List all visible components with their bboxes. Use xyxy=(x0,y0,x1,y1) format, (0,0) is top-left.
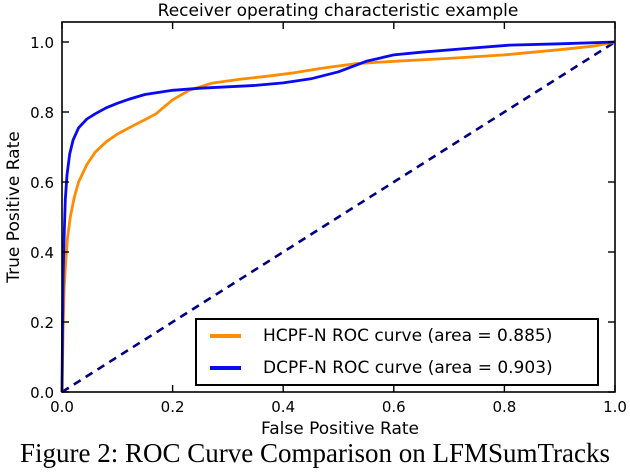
y-tick-label: 0.6 xyxy=(30,174,54,192)
y-axis-label: True Positive Rate xyxy=(4,131,24,283)
y-tick-label: 0.4 xyxy=(30,244,54,262)
x-tick-label: 0.6 xyxy=(381,398,406,416)
x-tick-label: 1.0 xyxy=(603,398,627,416)
x-tick-label: 0.4 xyxy=(271,398,296,416)
figure-caption: Figure 2: ROC Curve Comparison on LFMSum… xyxy=(19,438,611,468)
x-tick-label: 0.0 xyxy=(50,398,74,416)
hcpf-line-sample-icon xyxy=(210,334,241,338)
y-tick-label: 0.0 xyxy=(30,384,54,402)
x-tick-label: 0.2 xyxy=(160,398,185,416)
axis-ticks xyxy=(61,22,616,393)
x-axis-label: False Positive Rate xyxy=(261,419,419,439)
roc-curves xyxy=(60,40,616,394)
legend-entry-hcpf: HCPF-N ROC curve (area = 0.885) xyxy=(197,320,597,352)
plot-border xyxy=(61,21,616,393)
chart-title: Receiver operating characteristic exampl… xyxy=(157,1,519,21)
legend-entry-dcpf: DCPF-N ROC curve (area = 0.903) xyxy=(197,352,597,384)
series-line-dcpf-n xyxy=(60,40,616,393)
y-tick-label: 1.0 xyxy=(30,34,54,52)
dcpf-line-sample-icon xyxy=(210,366,241,370)
series-line-chance-diagonal xyxy=(61,40,616,394)
x-tick-label: 0.8 xyxy=(492,398,517,416)
legend-label-hcpf: HCPF-N ROC curve (area = 0.885) xyxy=(263,326,553,346)
series-line-hcpf-n xyxy=(60,40,616,393)
legend-label-dcpf: DCPF-N ROC curve (area = 0.903) xyxy=(263,358,553,378)
y-tick-label: 0.8 xyxy=(30,104,54,122)
plot-area xyxy=(60,21,616,394)
legend: HCPF-N ROC curve (area = 0.885) DCPF-N R… xyxy=(195,318,599,386)
y-tick-label: 0.2 xyxy=(30,314,54,332)
